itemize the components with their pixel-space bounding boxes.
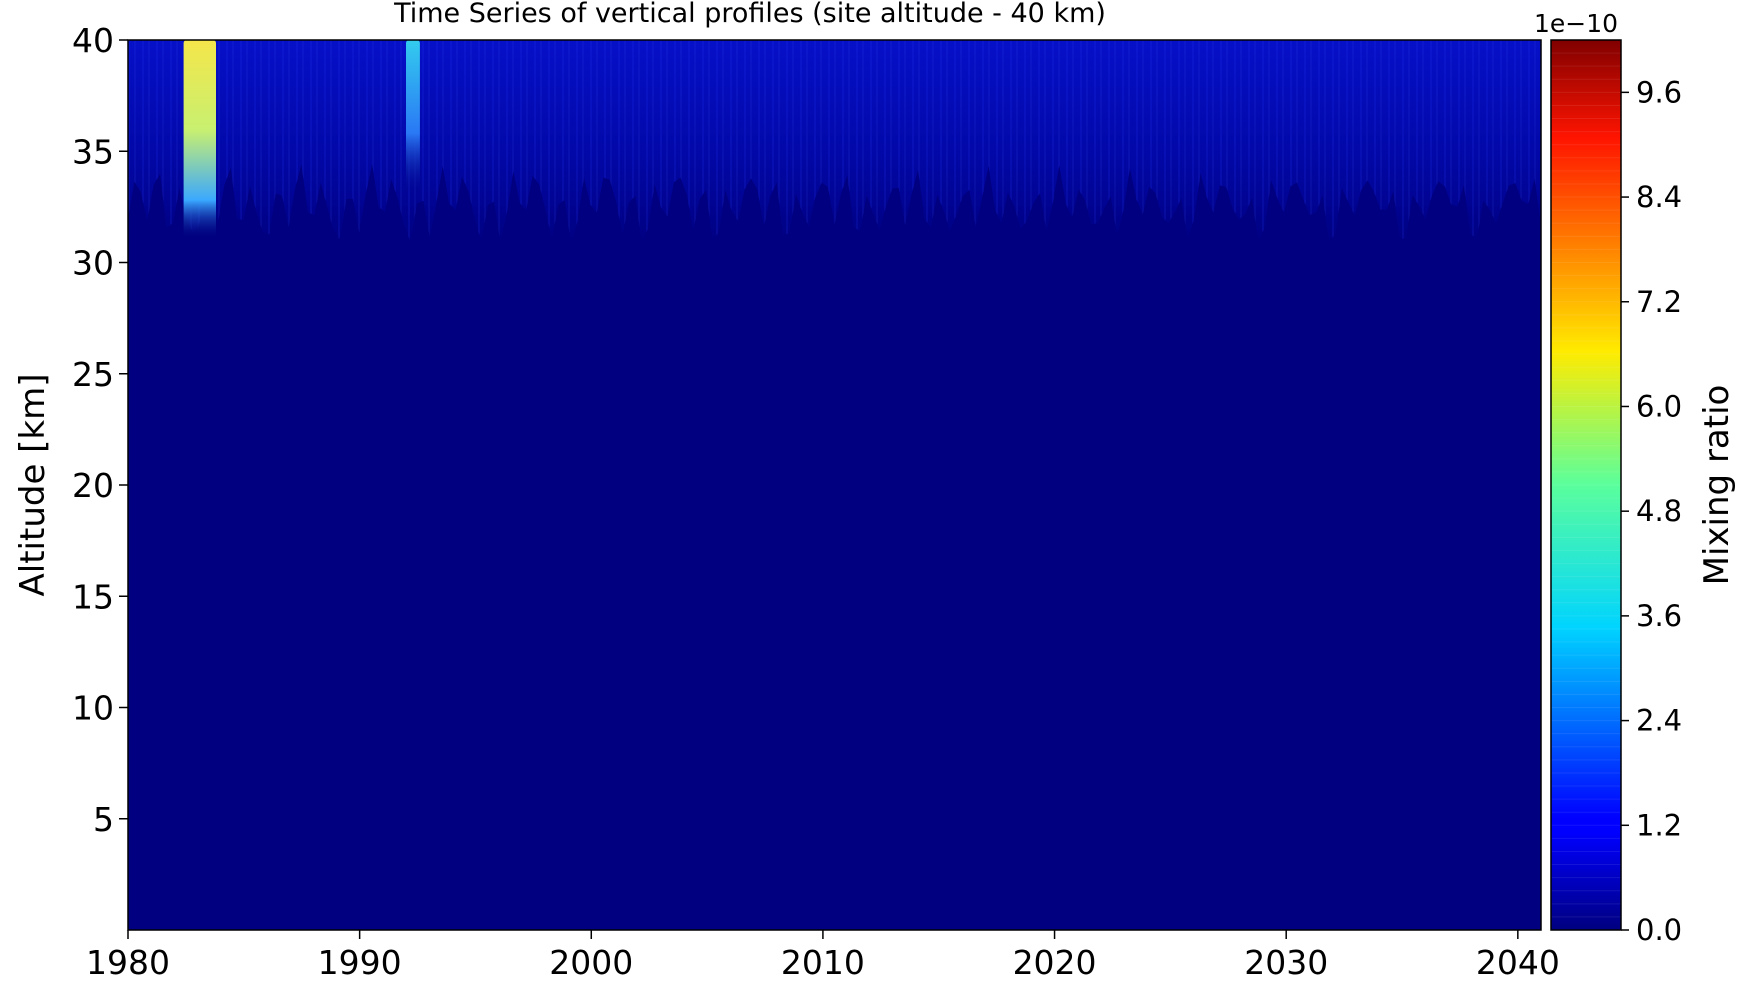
colorbar-tick-label: 9.6 [1636,75,1682,109]
upper-layer-streaks [128,40,1541,246]
x-tick-label: 1980 [86,943,170,982]
colorbar-tick-label: 6.0 [1636,389,1682,423]
feature-columns [183,40,420,241]
colorbar-ticks: 0.0 1.2 2.4 3.6 4.8 6.0 7.2 8.4 9.6 [1621,75,1682,947]
x-tick-label: 2000 [549,943,633,982]
feature-column-2 [406,40,420,196]
y-axis: 5 10 15 20 25 30 35 40 [72,21,128,839]
chart-title: Time Series of vertical profiles (site a… [393,0,1106,29]
y-axis-label: Altitude [km] [13,373,53,596]
x-tick-label: 2010 [781,943,865,982]
y-tick-label: 25 [72,355,114,394]
x-tick-label: 1990 [318,943,402,982]
y-tick-label: 5 [93,800,114,839]
colorbar-tick-label: 7.2 [1636,285,1682,319]
colorbar-exponent: 1e−10 [1534,9,1618,38]
feature-column-1 [183,40,216,241]
x-tick-label: 2020 [1013,943,1097,982]
x-tick-label: 2030 [1244,943,1328,982]
colorbar-bands [1551,52,1621,918]
upper-layer [128,40,1541,246]
colorbar-frame [1550,39,1622,931]
colorbar-gradient [1551,40,1621,930]
y-tick-label: 30 [72,244,114,283]
colorbar-tick-label: 0.0 [1636,913,1682,947]
colorbar-tick-label: 8.4 [1636,180,1682,214]
colorbar-tick-label: 3.6 [1636,599,1682,633]
x-axis: 1980 1990 2000 2010 2020 2030 2040 [86,930,1560,982]
y-tick-label: 20 [72,466,114,505]
colorbar-tick-label: 1.2 [1636,808,1682,842]
y-tick-label: 15 [72,577,114,616]
colorbar-tick-label: 4.8 [1636,494,1682,528]
y-tick-label: 10 [72,689,114,728]
colorbar-label: Mixing ratio [1697,385,1737,586]
x-tick-label: 2040 [1476,943,1560,982]
colorbar-tick-label: 2.4 [1636,704,1682,738]
y-tick-label: 40 [72,21,114,60]
plot-area [127,39,1542,931]
y-tick-label: 35 [72,132,114,171]
colorbar: 0.0 1.2 2.4 3.6 4.8 6.0 7.2 8.4 9.6 1e−10 Mixing… [1534,9,1737,947]
